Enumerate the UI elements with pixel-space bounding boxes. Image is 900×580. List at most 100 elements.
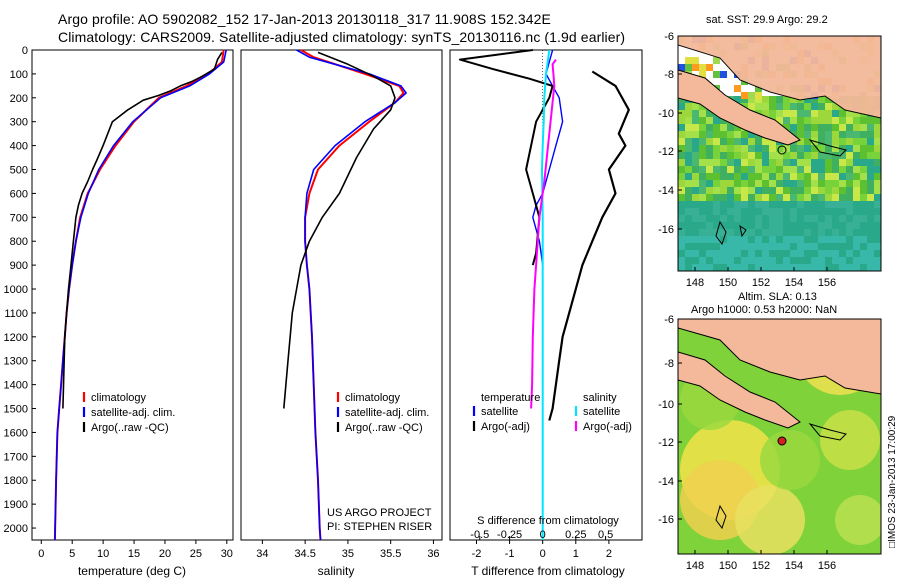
sst-cell (748, 208, 755, 215)
sst-cell (678, 250, 685, 257)
sst-cell (818, 145, 825, 152)
sla-anomaly-blob (735, 485, 805, 554)
sst-cell (783, 264, 790, 271)
sst-cell (748, 250, 755, 257)
sst-cell (860, 159, 867, 166)
sst-cell (727, 180, 734, 187)
sst-cell (692, 180, 699, 187)
sst-cell (720, 124, 727, 131)
salinity-x-tick-label: 36 (427, 548, 439, 560)
sst-cell (874, 187, 881, 194)
map-lon-label: 148 (686, 277, 704, 289)
sst-cell (755, 180, 762, 187)
map-lat-label: -12 (658, 146, 674, 158)
sst-cell (727, 236, 734, 243)
sst-cell (678, 194, 685, 201)
sst-cell (741, 222, 748, 229)
depth-tick-label: 1400 (4, 380, 28, 392)
sst-cell (685, 222, 692, 229)
sst-cell (860, 222, 867, 229)
sst-cell (839, 180, 846, 187)
salinity-series-argo-raw-qc- (283, 51, 396, 409)
sla-map-title2: Argo h1000: 0.53 h2000: NaN (691, 304, 838, 316)
map-lon-label: 150 (719, 277, 737, 289)
sst-cell (776, 215, 783, 222)
sst-cell (720, 194, 727, 201)
sst-cell (692, 250, 699, 257)
sst-cell (678, 124, 685, 131)
sst-cell (797, 257, 804, 264)
depth-tick-label: 1300 (4, 356, 28, 368)
sst-cell (706, 180, 713, 187)
sst-cell (727, 166, 734, 173)
sst-cell (860, 215, 867, 222)
sst-cell (692, 187, 699, 194)
sst-cell (790, 117, 797, 124)
sst-cell (804, 145, 811, 152)
sst-cell (825, 124, 832, 131)
sst-cell (797, 152, 804, 159)
sst-cell (713, 215, 720, 222)
sst-cell (874, 250, 881, 257)
map-lat-label: -14 (658, 476, 674, 488)
sst-cell (741, 250, 748, 257)
difference-series-salinity-argo-deep (548, 70, 630, 421)
sst-cell (706, 159, 713, 166)
sst-cell (769, 201, 776, 208)
sst-cell (790, 152, 797, 159)
sst-cell (797, 166, 804, 173)
sst-cell (818, 264, 825, 271)
sst-cell (804, 194, 811, 201)
sst-cell (811, 124, 818, 131)
sst-cell (685, 215, 692, 222)
sst-cell (699, 110, 706, 117)
sst-cell (734, 250, 741, 257)
sst-cell (678, 215, 685, 222)
sst-cell (797, 180, 804, 187)
sst-cell (769, 180, 776, 187)
sst-cell (748, 187, 755, 194)
sst-cell (776, 159, 783, 166)
sst-cell (874, 236, 881, 243)
sst-cell (713, 152, 720, 159)
sst-cell (853, 243, 860, 250)
sst-cell (825, 131, 832, 138)
sst-cell (734, 138, 741, 145)
sst-cell (699, 71, 706, 78)
sst-cell (692, 222, 699, 229)
sst-cell (713, 243, 720, 250)
sst-cell (783, 187, 790, 194)
sst-cell (846, 222, 853, 229)
sst-cell (874, 243, 881, 250)
sst-cell (860, 236, 867, 243)
sst-cell (790, 236, 797, 243)
sst-cell (713, 159, 720, 166)
sst-cell (692, 173, 699, 180)
sst-cell (720, 152, 727, 159)
sst-cell (874, 124, 881, 131)
sst-cell (713, 222, 720, 229)
sst-cell (720, 145, 727, 152)
sst-cell (748, 159, 755, 166)
sst-cell (776, 103, 783, 110)
sst-cell (867, 159, 874, 166)
sst-cell (769, 257, 776, 264)
sst-cell (720, 159, 727, 166)
difference-x-tick-label: 1 (573, 548, 579, 560)
sst-cell (678, 201, 685, 208)
depth-tick-label: 1900 (4, 499, 28, 511)
sst-cell (783, 166, 790, 173)
sst-cell (839, 138, 846, 145)
sst-cell (832, 194, 839, 201)
sst-cell (790, 222, 797, 229)
sst-cell (755, 201, 762, 208)
sst-cell (818, 96, 825, 103)
depth-tick-label: 300 (10, 117, 28, 129)
temperature-x-tick-label: 0 (38, 548, 44, 560)
map-lon-label: 152 (752, 560, 770, 572)
sst-cell (748, 243, 755, 250)
sst-cell (713, 71, 720, 78)
sst-cell (874, 208, 881, 215)
sst-cell (811, 236, 818, 243)
sst-cell (860, 201, 867, 208)
